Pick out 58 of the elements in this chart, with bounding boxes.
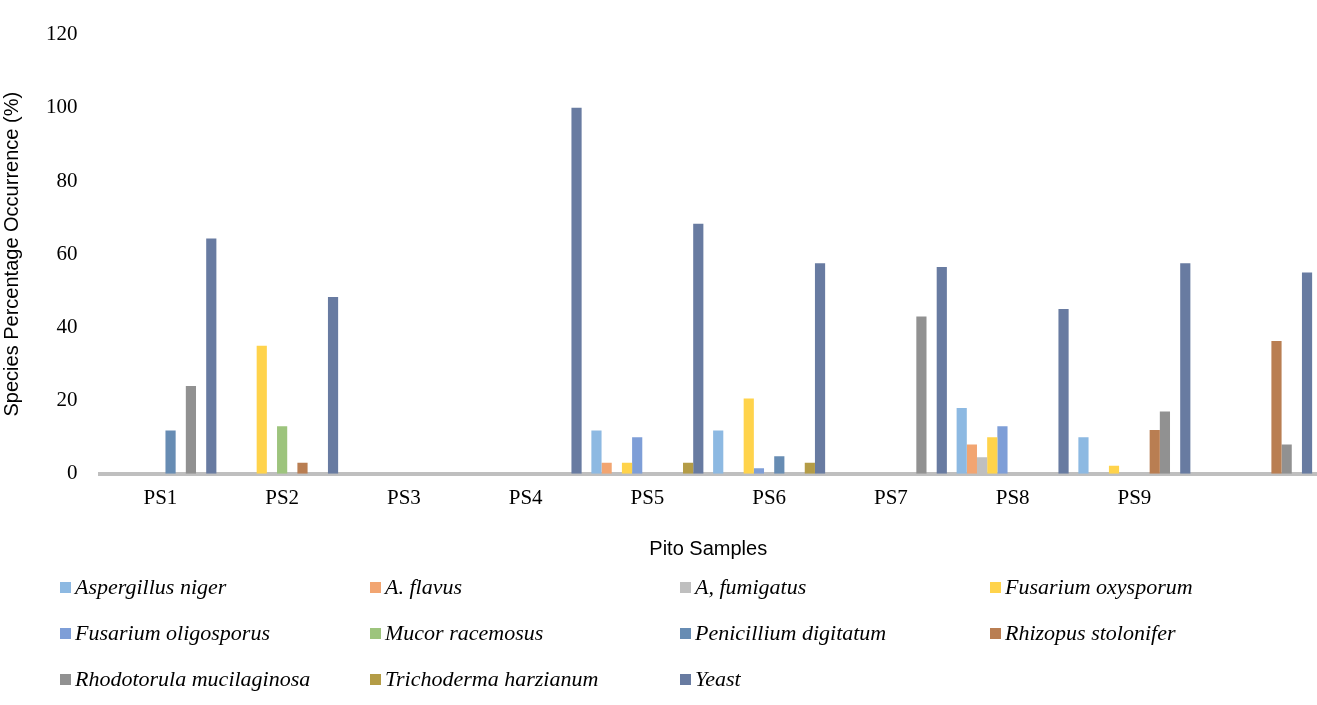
bar	[277, 426, 288, 474]
legend-label: A, fumigatus	[695, 574, 807, 600]
bar	[206, 238, 217, 474]
legend-label: A. flavus	[385, 574, 462, 600]
bar	[743, 398, 754, 474]
bar	[256, 345, 267, 474]
bar	[774, 456, 785, 474]
bar	[297, 462, 308, 474]
y-axis-title: Species Percentage Occurrence (%)	[0, 91, 22, 417]
bar	[1159, 411, 1171, 474]
bar	[1180, 263, 1191, 474]
y-tick-label: 60	[56, 240, 78, 265]
bar	[1058, 309, 1069, 474]
bar	[713, 430, 724, 474]
x-tick-label: PS8	[995, 484, 1030, 509]
y-tick-label: 20	[56, 387, 78, 412]
bar	[185, 385, 197, 474]
bar	[1078, 437, 1089, 474]
x-tick-label: PS5	[630, 484, 665, 509]
bar	[987, 437, 998, 474]
bar	[966, 444, 977, 474]
y-tick-label: 80	[56, 167, 78, 192]
bar	[1271, 340, 1282, 474]
legend-label: Aspergillus niger	[75, 574, 227, 600]
bar	[814, 263, 826, 474]
x-tick-label: PS1	[143, 484, 178, 509]
x-tick-label: PS7	[873, 484, 908, 509]
bar	[997, 426, 1008, 474]
x-axis-title: Pito Samples	[649, 536, 768, 559]
bar	[936, 267, 947, 474]
bar	[591, 430, 602, 474]
bar	[1149, 429, 1160, 474]
y-tick-label: 40	[56, 313, 78, 338]
bar	[1281, 444, 1292, 474]
y-tick-label: 120	[46, 21, 78, 46]
bar	[916, 316, 927, 474]
bar	[571, 107, 582, 474]
bar	[693, 223, 704, 474]
y-tick-label: 100	[46, 94, 78, 119]
bar	[632, 437, 643, 474]
x-tick-label: PS4	[508, 484, 544, 509]
legend-label: Rhodotorula mucilaginosa	[75, 666, 311, 692]
legend-label: Rhizopus stolonifer	[1005, 620, 1176, 646]
legend-label: Mucor racemosus	[385, 620, 544, 646]
bar	[956, 407, 967, 474]
x-tick-label: PS3	[386, 484, 421, 509]
legend-label: Trichoderma harzianum	[385, 666, 599, 692]
legend-label: Penicillium digitatum	[695, 620, 887, 646]
legend-label: Fusarium oxysporum	[1005, 574, 1193, 600]
bar	[165, 430, 176, 474]
bar	[1301, 272, 1313, 474]
x-tick-label: PS2	[265, 484, 300, 509]
x-tick-label: PS6	[752, 484, 787, 509]
legend-label: Yeast	[695, 666, 741, 692]
legend-label: Fusarium oligosporus	[75, 620, 270, 646]
bar	[327, 297, 339, 474]
y-tick-label: 0	[67, 460, 78, 485]
x-tick-label: PS9	[1117, 484, 1152, 509]
